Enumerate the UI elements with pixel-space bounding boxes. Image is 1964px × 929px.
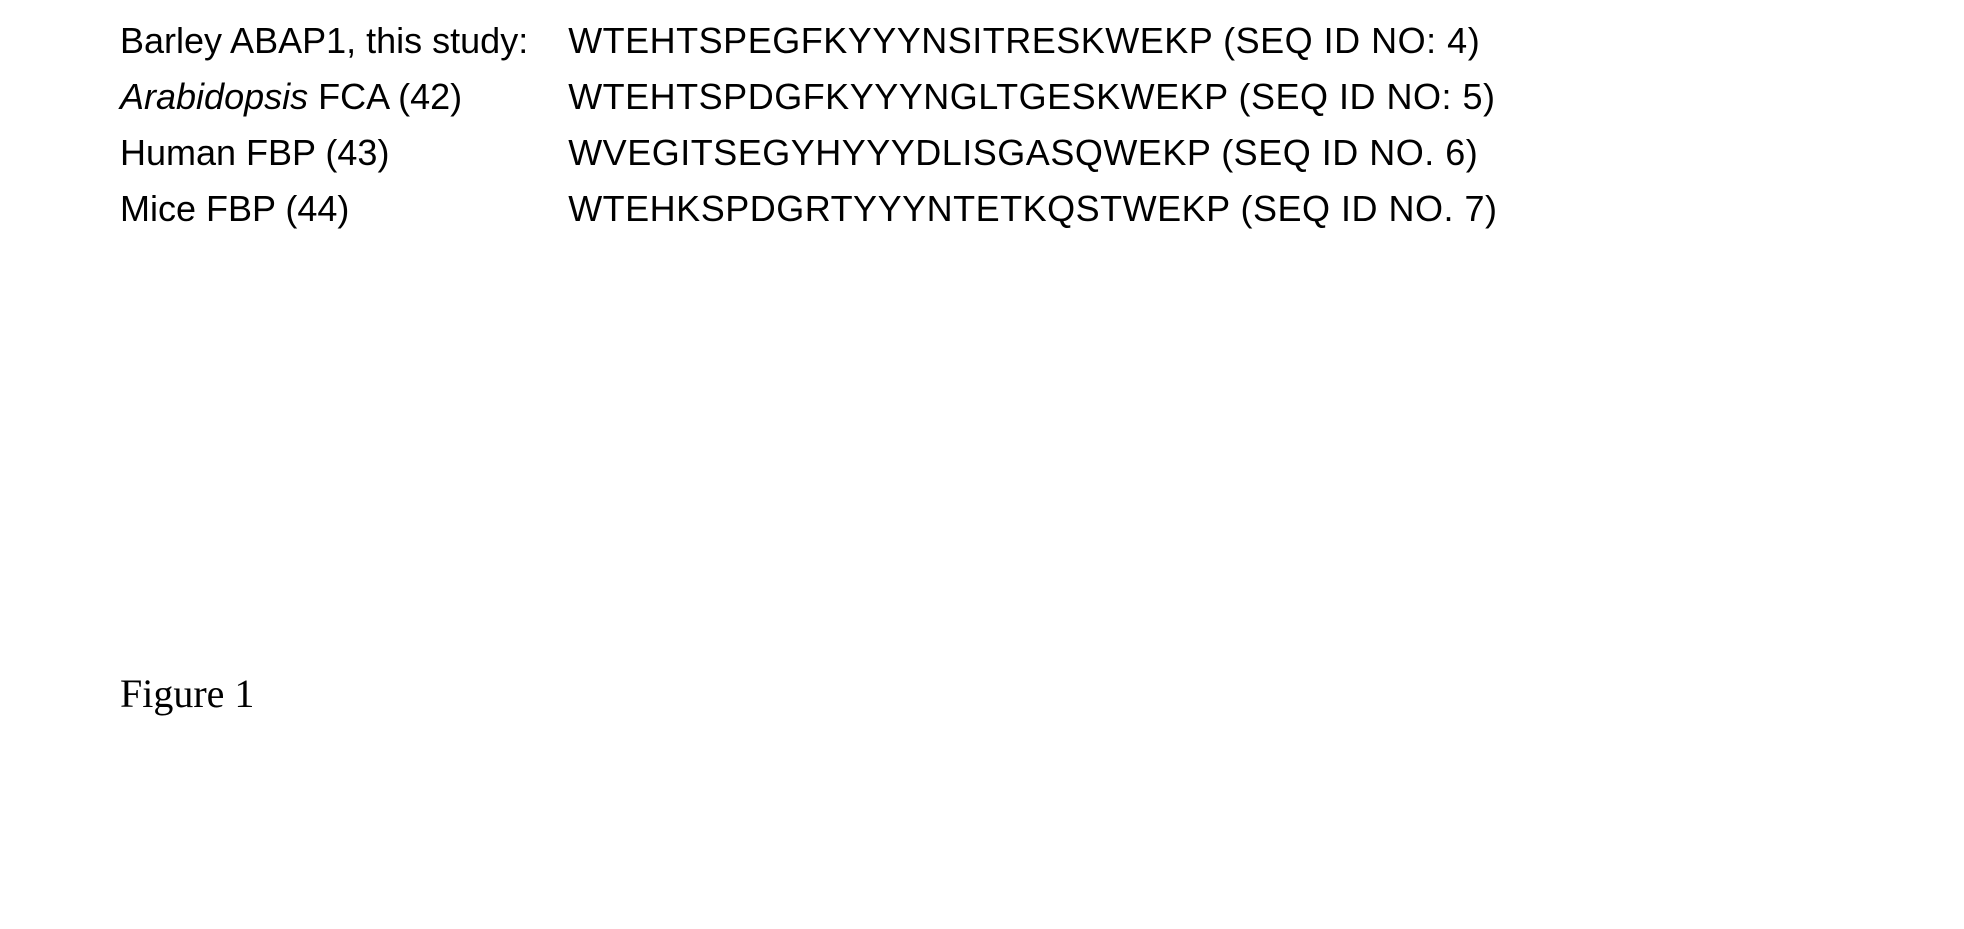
alignment-label: Mice FBP (44) [120, 188, 568, 244]
alignment-label: Barley ABAP1, this study: [120, 20, 568, 76]
label-suffix: FCA (42) [308, 76, 462, 117]
alignment-sequence: WTEHTSPDGFKYYYNGLTGESKWEKP (SEQ ID NO: 5… [568, 76, 1497, 132]
alignment-table: Barley ABAP1, this study: WTEHTSPEGFKYYY… [120, 20, 1498, 244]
label-prefix: Barley ABAP1, this study: [120, 20, 528, 61]
label-prefix: Mice FBP (44) [120, 188, 349, 229]
alignment-row: Human FBP (43) WVEGITSEGYHYYYDLISGASQWEK… [120, 132, 1498, 188]
alignment-row: Arabidopsis FCA (42) WTEHTSPDGFKYYYNGLTG… [120, 76, 1498, 132]
figure-caption: Figure 1 [120, 670, 254, 717]
sequence-alignment-block: Barley ABAP1, this study: WTEHTSPEGFKYYY… [0, 0, 1964, 244]
alignment-row: Barley ABAP1, this study: WTEHTSPEGFKYYY… [120, 20, 1498, 76]
alignment-sequence: WTEHKSPDGRTYYYNTETKQSTWEKP (SEQ ID NO. 7… [568, 188, 1497, 244]
alignment-label: Human FBP (43) [120, 132, 568, 188]
alignment-sequence: WTEHTSPEGFKYYYNSITRESKWEKP (SEQ ID NO: 4… [568, 20, 1497, 76]
label-italic: Arabidopsis [120, 76, 308, 117]
alignment-label: Arabidopsis FCA (42) [120, 76, 568, 132]
alignment-sequence: WVEGITSEGYHYYYDLISGASQWEKP (SEQ ID NO. 6… [568, 132, 1497, 188]
alignment-row: Mice FBP (44) WTEHKSPDGRTYYYNTETKQSTWEKP… [120, 188, 1498, 244]
label-prefix: Human FBP (43) [120, 132, 389, 173]
